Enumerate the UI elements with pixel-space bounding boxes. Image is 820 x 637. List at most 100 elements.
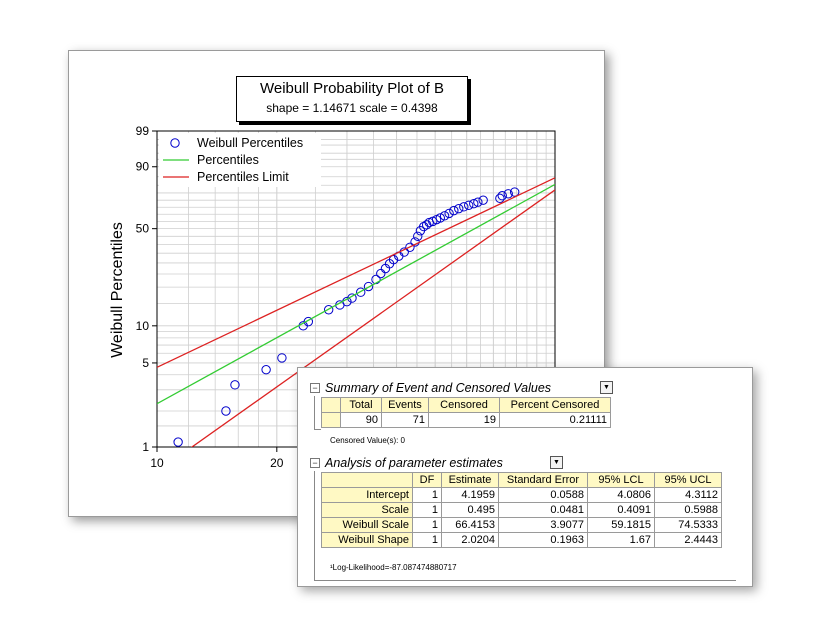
data-point bbox=[303, 316, 314, 327]
data-point bbox=[376, 268, 386, 279]
cell-percent-censored: 0.21111 bbox=[499, 412, 611, 428]
y-tick-label: 10 bbox=[136, 319, 150, 333]
cell: 4.0806 bbox=[587, 487, 655, 503]
data-point bbox=[439, 211, 450, 221]
percentiles-limit-line bbox=[157, 177, 555, 368]
table-corner bbox=[321, 472, 413, 488]
cell-total: 90 bbox=[340, 412, 382, 428]
data-point bbox=[503, 189, 513, 199]
header-events: Events bbox=[381, 397, 429, 413]
table-row: 90 71 19 0.21111 bbox=[321, 412, 611, 428]
data-point bbox=[435, 213, 445, 223]
cell: 0.4091 bbox=[587, 502, 655, 518]
header-standard-error: Standard Error bbox=[498, 472, 588, 488]
percentiles-limit-line bbox=[190, 189, 555, 447]
data-point bbox=[459, 202, 469, 212]
data-point bbox=[464, 200, 474, 210]
collapse-minus-icon[interactable]: − bbox=[310, 383, 320, 393]
chart-title: Weibull Probability Plot of B bbox=[260, 80, 444, 97]
dropdown-arrow-icon[interactable]: ▼ bbox=[600, 381, 613, 394]
table-header-row: DF Estimate Standard Error 95% LCL 95% U… bbox=[321, 472, 722, 488]
summary-title: Summary of Event and Censored Values bbox=[325, 381, 552, 395]
legend-label: Weibull Percentiles bbox=[197, 136, 303, 150]
header-df: DF bbox=[412, 472, 442, 488]
collapse-minus-icon[interactable]: − bbox=[310, 458, 320, 468]
table-corner bbox=[321, 397, 341, 413]
x-tick-label: 10 bbox=[150, 456, 164, 470]
row-label: Intercept bbox=[321, 487, 413, 503]
data-point bbox=[277, 353, 287, 363]
section-bracket bbox=[314, 471, 736, 581]
table-row: Weibull Shape 1 2.0204 0.1963 1.67 2.444… bbox=[321, 532, 722, 548]
header-95-ucl: 95% UCL bbox=[654, 472, 722, 488]
header-total: Total bbox=[340, 397, 382, 413]
data-point bbox=[413, 231, 423, 241]
data-point bbox=[449, 205, 459, 216]
y-tick-label: 5 bbox=[142, 356, 149, 370]
data-point bbox=[473, 197, 483, 207]
row-label: Weibull Scale bbox=[321, 517, 413, 533]
percentiles-line bbox=[157, 183, 555, 405]
cell: 0.0481 bbox=[498, 502, 588, 518]
estimates-title: Analysis of parameter estimates bbox=[325, 456, 503, 470]
data-point bbox=[497, 191, 507, 201]
y-tick-label: 1 bbox=[142, 440, 149, 454]
header-percent-censored: Percent Censored bbox=[499, 397, 611, 413]
estimates-table: DF Estimate Standard Error 95% LCL 95% U… bbox=[321, 472, 722, 548]
header-estimate: Estimate bbox=[441, 472, 499, 488]
data-point bbox=[261, 364, 271, 375]
cell: 0.5988 bbox=[654, 502, 722, 518]
table-row: Scale 1 0.495 0.0481 0.4091 0.5988 bbox=[321, 502, 722, 518]
data-point bbox=[388, 254, 399, 265]
data-point bbox=[444, 208, 454, 219]
row-label: Scale bbox=[321, 502, 413, 518]
censored-note: Censored Value(s): 0 bbox=[330, 436, 405, 445]
legend-label: Percentiles Limit bbox=[197, 170, 289, 184]
data-point bbox=[230, 380, 240, 390]
data-point bbox=[454, 203, 464, 214]
cell: 0.1963 bbox=[498, 532, 588, 548]
cell-censored: 19 bbox=[428, 412, 500, 428]
cell: 3.9077 bbox=[498, 517, 588, 533]
y-tick-label: 90 bbox=[136, 160, 150, 174]
cell: 59.1815 bbox=[587, 517, 655, 533]
row-label: Weibull Shape bbox=[321, 532, 413, 548]
data-point bbox=[363, 281, 374, 292]
cell: 1 bbox=[412, 532, 442, 548]
cell: 0.495 bbox=[441, 502, 499, 518]
dropdown-arrow-icon[interactable]: ▼ bbox=[550, 456, 563, 469]
data-point bbox=[478, 195, 488, 205]
cell: 66.4153 bbox=[441, 517, 499, 533]
legend-label: Percentiles bbox=[197, 153, 259, 167]
cell: 2.4443 bbox=[654, 532, 722, 548]
cell: 4.1959 bbox=[441, 487, 499, 503]
data-point bbox=[173, 437, 183, 447]
cell: 2.0204 bbox=[441, 532, 499, 548]
cell: 1.67 bbox=[587, 532, 655, 548]
table-row: Intercept 1 4.1959 0.0588 4.0806 4.3112 bbox=[321, 487, 722, 503]
section-bracket bbox=[314, 396, 321, 430]
data-point bbox=[469, 199, 479, 209]
y-tick-label: 99 bbox=[136, 124, 150, 138]
summary-table: Total Events Censored Percent Censored 9… bbox=[321, 397, 611, 428]
chart-subtitle: shape = 1.14671 scale = 0.4398 bbox=[266, 101, 438, 115]
y-axis-label: Weibull Percentiles bbox=[109, 222, 126, 358]
data-point bbox=[221, 406, 231, 416]
cell: 4.3112 bbox=[654, 487, 722, 503]
header-censored: Censored bbox=[428, 397, 500, 413]
data-point bbox=[323, 305, 334, 315]
data-point bbox=[509, 187, 520, 197]
legend-marker bbox=[170, 138, 180, 148]
cell: 1 bbox=[412, 502, 442, 518]
report-window: − Summary of Event and Censored Values ▼… bbox=[297, 367, 753, 587]
log-likelihood-note: ¹Log-Likelihood=-87.087474880717 bbox=[330, 563, 457, 572]
y-tick-label: 50 bbox=[136, 222, 150, 236]
x-tick-label: 20 bbox=[270, 456, 284, 470]
data-point bbox=[405, 242, 415, 253]
cell: 1 bbox=[412, 487, 442, 503]
data-point bbox=[356, 287, 366, 297]
data-point bbox=[495, 193, 505, 204]
table-row-corner bbox=[321, 412, 341, 428]
header-95-lcl: 95% LCL bbox=[587, 472, 655, 488]
cell: 74.5333 bbox=[654, 517, 722, 533]
